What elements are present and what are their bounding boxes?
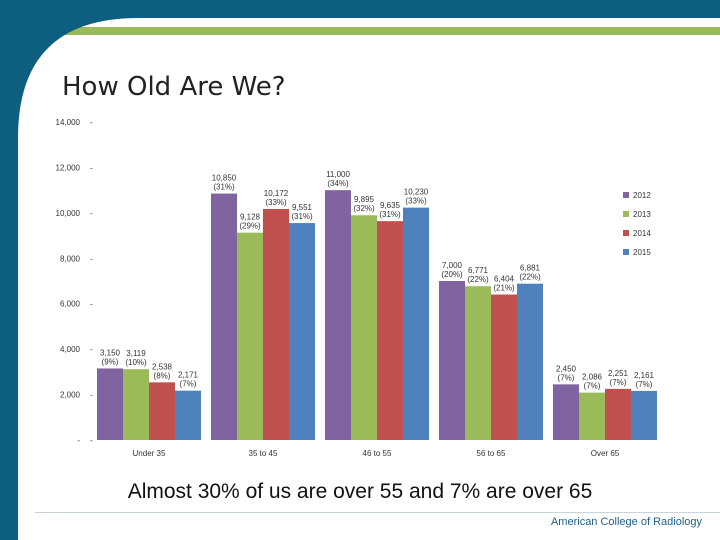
data-label-value: 2,161 xyxy=(634,371,655,380)
brand-name: American College of Radiology xyxy=(550,516,702,528)
bar-2012 xyxy=(325,190,351,440)
y-tick-mark: - xyxy=(90,391,93,400)
data-label-value: 9,895 xyxy=(354,195,375,204)
data-label-pct: (7%) xyxy=(558,373,575,382)
data-label-value: 7,000 xyxy=(442,261,463,270)
y-tick-label: 14,000 xyxy=(56,118,81,127)
bar-2013 xyxy=(579,392,605,440)
y-tick-label: 6,000 xyxy=(60,300,81,309)
data-label-value: 2,251 xyxy=(608,369,629,378)
data-label-pct: (31%) xyxy=(291,212,313,221)
bar-2013 xyxy=(123,369,149,440)
data-label-value: 10,172 xyxy=(264,189,289,198)
bar-2012 xyxy=(553,384,579,440)
bar-2014 xyxy=(149,382,175,440)
x-category-label: Over 65 xyxy=(591,449,620,458)
frame-top-bar xyxy=(0,0,720,18)
legend-swatch-2012 xyxy=(623,192,629,198)
data-label-value: 9,551 xyxy=(292,203,313,212)
data-label-pct: (21%) xyxy=(493,284,515,293)
x-category-label: 46 to 55 xyxy=(363,449,392,458)
y-tick-mark: - xyxy=(90,118,93,127)
legend-swatch-2015 xyxy=(623,249,629,255)
legend-label: 2013 xyxy=(633,210,651,219)
footer-divider xyxy=(35,512,720,513)
data-label-pct: (7%) xyxy=(636,380,653,389)
x-category-label: 56 to 65 xyxy=(477,449,506,458)
data-label-value: 2,171 xyxy=(178,371,199,380)
y-tick-label: 2,000 xyxy=(60,391,81,400)
legend-label: 2015 xyxy=(633,248,651,257)
bar-2013 xyxy=(465,286,491,440)
data-label-value: 6,881 xyxy=(520,264,541,273)
y-tick-mark: - xyxy=(90,345,93,354)
data-label-pct: (7%) xyxy=(180,380,197,389)
y-tick-label: 10,000 xyxy=(56,209,81,218)
data-label-value: 2,450 xyxy=(556,364,577,373)
bar-2014 xyxy=(377,221,403,440)
y-tick-label: 4,000 xyxy=(60,345,81,354)
data-label-pct: (31%) xyxy=(213,183,235,192)
bar-2013 xyxy=(351,215,377,440)
bar-2014 xyxy=(491,294,517,440)
accent-green-bar xyxy=(60,27,720,35)
y-tick-label: 8,000 xyxy=(60,254,81,263)
data-label-pct: (32%) xyxy=(353,204,375,213)
y-tick-mark: - xyxy=(90,254,93,263)
data-label-value: 3,150 xyxy=(100,348,121,357)
bar-2012 xyxy=(211,193,237,440)
data-label-pct: (9%) xyxy=(102,357,119,366)
data-label-pct: (33%) xyxy=(405,197,427,206)
legend-label: 2014 xyxy=(633,229,651,238)
frame-corner xyxy=(18,18,138,138)
data-label-value: 6,771 xyxy=(468,266,489,275)
y-tick-mark: - xyxy=(90,163,93,172)
data-label-pct: (31%) xyxy=(379,210,401,219)
data-label-value: 2,086 xyxy=(582,373,603,382)
data-label-pct: (22%) xyxy=(519,273,541,282)
data-label-value: 10,850 xyxy=(212,174,237,183)
legend-swatch-2014 xyxy=(623,230,629,236)
data-label-pct: (8%) xyxy=(154,371,171,380)
age-bar-chart: - -2,000 -4,000 -6,000 -8,000 -10,000 -12,000-… xyxy=(56,118,657,458)
data-label-value: 3,119 xyxy=(126,349,146,358)
frame-left-bar xyxy=(0,0,18,540)
data-label-value: 9,128 xyxy=(240,213,261,222)
x-category-label: 35 to 45 xyxy=(249,449,278,458)
bar-2014 xyxy=(263,208,289,440)
data-label-pct: (20%) xyxy=(441,270,463,279)
bar-2015 xyxy=(631,390,657,440)
data-label-value: 2,538 xyxy=(152,362,173,371)
bar-2015 xyxy=(403,207,429,440)
data-label-pct: (7%) xyxy=(584,382,601,391)
data-label-pct: (33%) xyxy=(265,198,287,207)
legend-label: 2012 xyxy=(633,191,651,200)
data-label-pct: (10%) xyxy=(125,358,147,367)
bar-2015 xyxy=(289,223,315,440)
y-tick-label: - xyxy=(77,436,80,445)
data-label-pct: (29%) xyxy=(239,222,261,231)
data-label-pct: (7%) xyxy=(610,378,627,387)
y-tick-mark: - xyxy=(90,300,93,309)
y-tick-mark: - xyxy=(90,436,93,445)
data-label-value: 10,230 xyxy=(404,188,429,197)
y-tick-label: 12,000 xyxy=(56,163,81,172)
slide-title: How Old Are We? xyxy=(62,72,286,102)
data-label-value: 11,000 xyxy=(326,170,350,179)
slide-caption: Almost 30% of us are over 55 and 7% are … xyxy=(127,480,593,503)
bar-2013 xyxy=(237,232,263,440)
bar-2015 xyxy=(175,390,201,440)
bar-2012 xyxy=(97,368,123,440)
data-label-value: 6,404 xyxy=(494,275,515,284)
bar-2012 xyxy=(439,281,465,440)
x-category-label: Under 35 xyxy=(133,449,166,458)
bar-2014 xyxy=(605,388,631,440)
data-label-value: 9,635 xyxy=(380,201,401,210)
data-label-pct: (34%) xyxy=(327,179,349,188)
legend-swatch-2013 xyxy=(623,211,629,217)
bar-2015 xyxy=(517,283,543,440)
data-label-pct: (22%) xyxy=(467,275,489,284)
y-tick-mark: - xyxy=(90,209,93,218)
